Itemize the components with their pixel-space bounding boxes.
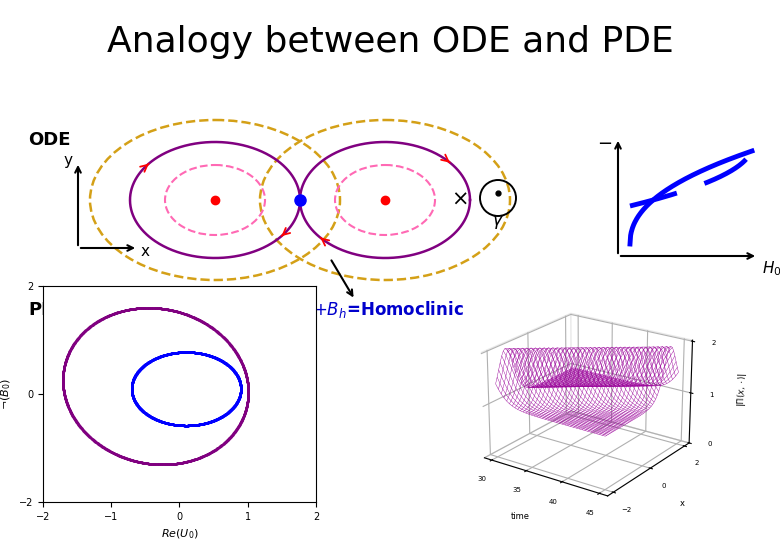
Text: Analogy between ODE and PDE: Analogy between ODE and PDE (107, 25, 673, 59)
Text: ×: × (452, 190, 469, 210)
Y-axis label: x: x (680, 500, 685, 508)
Text: $+B_h$=Homoclinic Solution: $+B_h$=Homoclinic Solution (313, 300, 547, 321)
Text: ODE: ODE (28, 131, 70, 149)
Y-axis label: $\neg(B_0)$: $\neg(B_0)$ (0, 378, 13, 410)
Text: x: x (141, 245, 150, 260)
X-axis label: time: time (511, 512, 530, 522)
Text: PDE: PDE (28, 301, 69, 319)
X-axis label: $Re(U_0)$: $Re(U_0)$ (161, 528, 198, 540)
Text: −: − (597, 135, 612, 153)
Text: y: y (64, 152, 73, 167)
Text: $\gamma$: $\gamma$ (491, 213, 505, 231)
Text: $H_0$: $H_0$ (762, 259, 780, 278)
